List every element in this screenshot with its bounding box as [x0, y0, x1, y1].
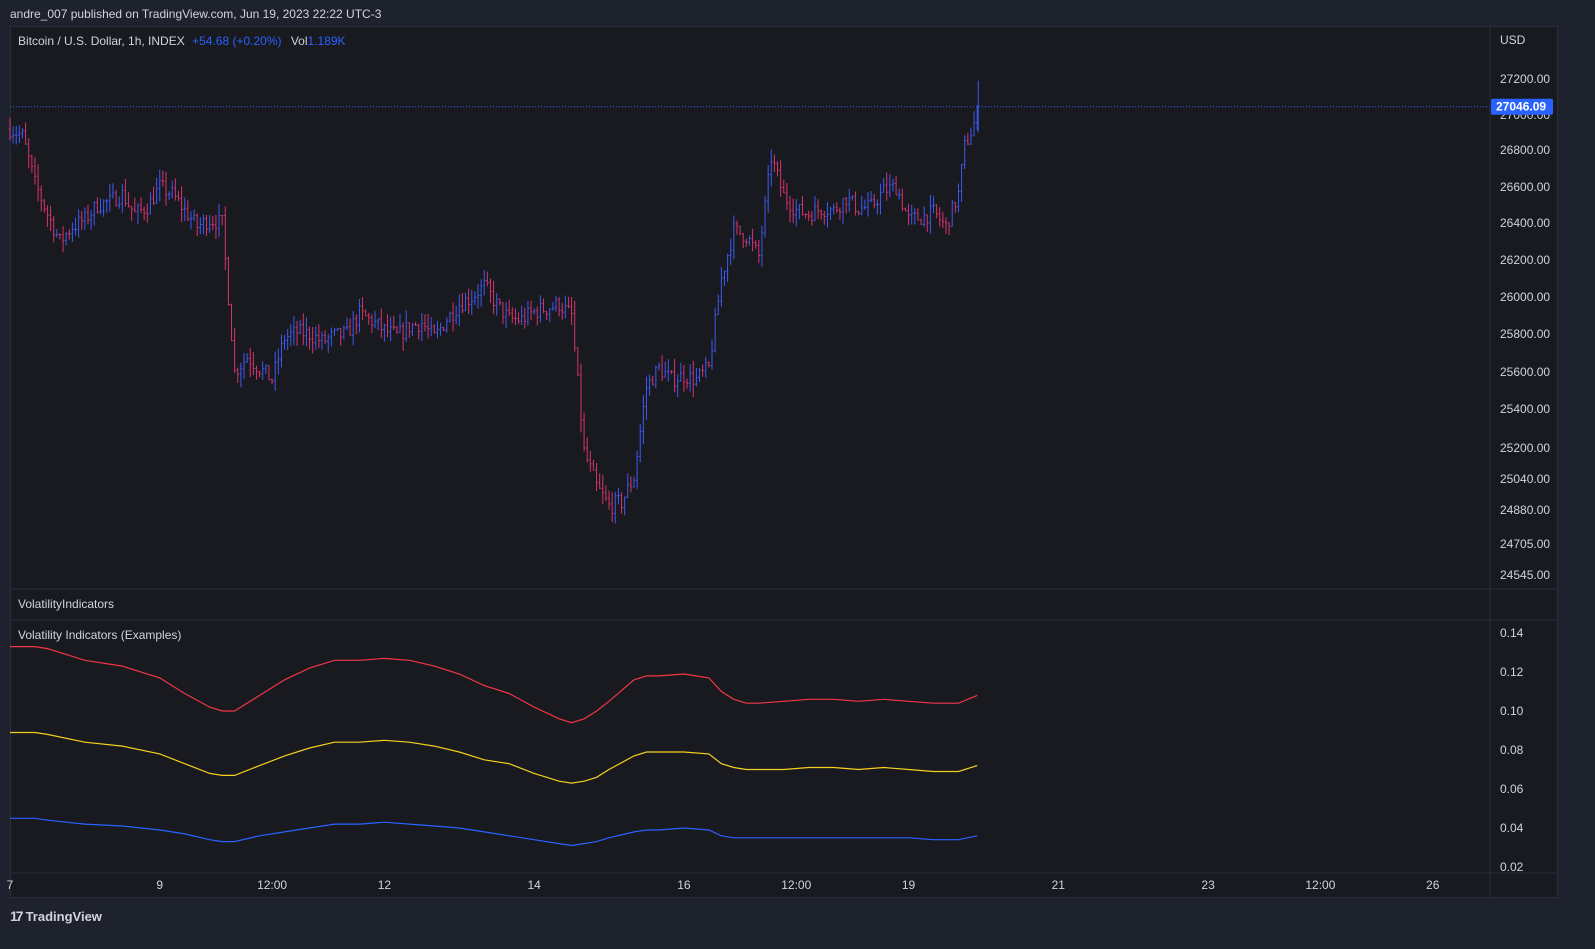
chart-area[interactable]: [10, 26, 1558, 898]
last-price-label: 27046.09: [1496, 100, 1546, 114]
price-change: +54.68 (+0.20%): [192, 34, 282, 48]
time-tick-label: 14: [527, 878, 541, 892]
indicator-tick-label: 0.14: [1500, 626, 1524, 640]
indicator-series-line: [10, 817, 978, 847]
time-tick-label: 12:00: [1305, 878, 1335, 892]
indicator-tick-label: 0.02: [1500, 860, 1524, 874]
price-candles: [8, 80, 979, 524]
time-tick-label: 21: [1052, 878, 1066, 892]
price-tick-label: 26000.00: [1500, 290, 1550, 304]
price-axis: USD27200.0027000.0026800.0026600.0026400…: [1500, 33, 1550, 582]
time-tick-label: 26: [1426, 878, 1440, 892]
price-legend[interactable]: Bitcoin / U.S. Dollar, 1h, INDEX +54.68 …: [18, 34, 346, 48]
indicator-tick-label: 0.10: [1500, 704, 1524, 718]
indicator-series-line: [10, 645, 978, 724]
price-tick-label: 25400.00: [1500, 402, 1550, 416]
price-tick-label: 24705.00: [1500, 537, 1550, 551]
indicator-pane-label[interactable]: VolatilityIndicators: [18, 597, 115, 611]
price-tick-label: 25800.00: [1500, 327, 1550, 341]
indicator-tick-label: 0.12: [1500, 665, 1524, 679]
indicator-axis: 0.14 0.12 0.10 0.08 0.06 0.04 0.02: [1500, 626, 1524, 874]
published-header: andre_007 published on TradingView.com, …: [10, 7, 382, 21]
time-tick-label: 9: [156, 878, 163, 892]
volume-label: Vol: [290, 34, 308, 48]
price-tick-label: 25040.00: [1500, 472, 1550, 486]
time-tick-label: 16: [677, 878, 691, 892]
tradingview-logo-icon: 17: [10, 908, 24, 924]
price-tick-label: 26200.00: [1500, 253, 1550, 267]
price-tick-label: 25200.00: [1500, 441, 1550, 455]
last-price-marker: 27046.09: [10, 98, 1553, 115]
tradingview-footer[interactable]: 17 TradingView: [10, 908, 102, 924]
indicator-lines: [10, 645, 978, 847]
price-tick-label: 26400.00: [1500, 216, 1550, 230]
time-tick-label: 12:00: [257, 878, 287, 892]
time-tick-label: 7: [7, 878, 14, 892]
price-tick-label: 24880.00: [1500, 503, 1550, 517]
last-price-badge: [1491, 98, 1553, 115]
currency-label: USD: [1500, 33, 1526, 47]
symbol-label: Bitcoin / U.S. Dollar, 1h, INDEX: [18, 34, 185, 48]
price-tick-label: 27200.00: [1500, 72, 1550, 86]
price-tick-label: 24545.00: [1500, 568, 1550, 582]
indicator-tick-label: 0.08: [1500, 743, 1524, 757]
time-tick-label: 19: [902, 878, 916, 892]
indicator-tick-label: 0.06: [1500, 782, 1524, 796]
indicator-series-line: [10, 731, 978, 784]
indicator-tick-label: 0.04: [1500, 821, 1524, 835]
time-tick-label: 23: [1201, 878, 1215, 892]
volume-value: 1.189K: [307, 34, 346, 48]
price-tick-label: 26600.00: [1500, 180, 1550, 194]
time-axis: 7 9 12:00 12 14 16 12:00 19 21 23 12:00 26: [7, 878, 1440, 892]
price-tick-label: 26800.00: [1500, 143, 1550, 157]
time-tick-label: 12: [378, 878, 392, 892]
pane-dividers: [10, 26, 1558, 898]
price-tick-label: 25600.00: [1500, 365, 1550, 379]
brand-label: TradingView: [25, 908, 102, 924]
examples-pane-label[interactable]: Volatility Indicators (Examples): [18, 628, 182, 642]
time-tick-label: 12:00: [781, 878, 811, 892]
